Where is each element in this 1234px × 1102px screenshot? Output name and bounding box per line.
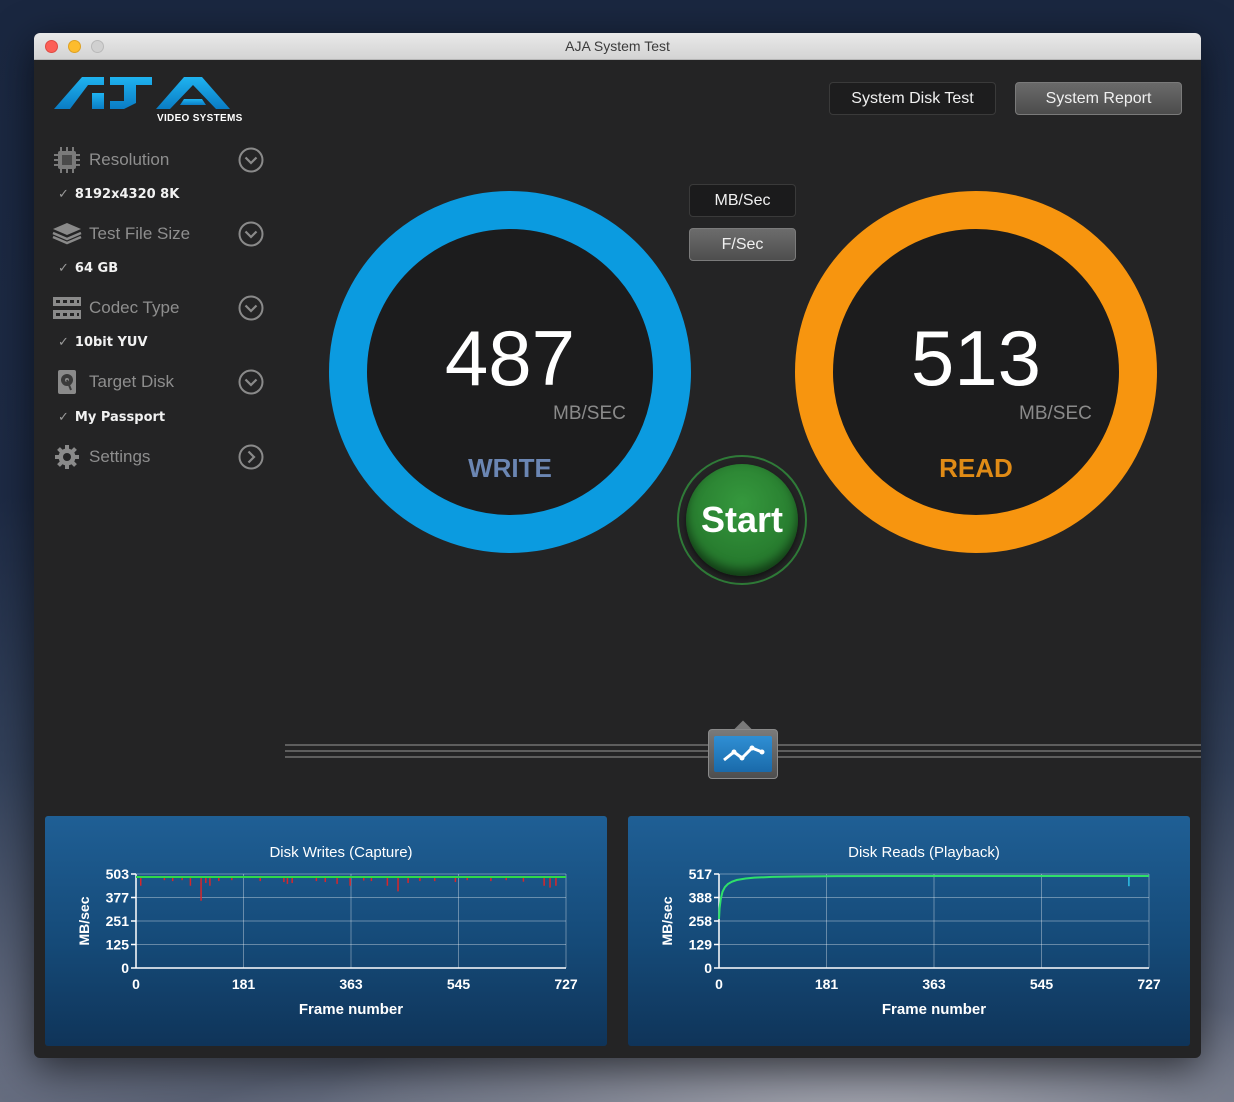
window-title: AJA System Test xyxy=(565,38,670,54)
write-speed-value: 487 xyxy=(444,314,576,402)
checkmark-icon: ✓ xyxy=(58,410,69,425)
write-gauge: 487 MB/SEC WRITE xyxy=(329,191,691,553)
read-gauge: 513 MB/SEC READ xyxy=(795,191,1157,553)
write-label: WRITE xyxy=(468,453,552,483)
write-gauge-ring xyxy=(329,191,691,553)
sidebar-item-label: Settings xyxy=(89,447,151,466)
x-tick-label: 0 xyxy=(715,976,723,992)
sidebar-item-codec-type[interactable]: Codec Type xyxy=(52,293,268,323)
disk-reads-chart-panel: Disk Reads (Playback) 0 181 363 545 727 517 388… xyxy=(628,816,1190,1046)
app-window: AJA System Test VIDEO SYSTEMS System Dis… xyxy=(34,33,1201,1058)
system-disk-test-button[interactable]: System Disk Test xyxy=(829,82,996,115)
zoom-window-button[interactable] xyxy=(91,40,104,53)
target-disk-value: ✓ My Passport xyxy=(58,410,166,425)
read-gauge-ring xyxy=(795,191,1157,553)
close-window-button[interactable] xyxy=(45,40,58,53)
y-tick-label: 251 xyxy=(106,913,130,929)
fsec-toggle-button[interactable]: F/Sec xyxy=(689,228,796,261)
chart-title: Disk Reads (Playback) xyxy=(848,844,1000,861)
sidebar-item-label: Target Disk xyxy=(89,372,175,391)
y-tick-label: 517 xyxy=(689,866,713,882)
chart-title: Disk Writes (Capture) xyxy=(269,844,412,861)
y-tick-label: 258 xyxy=(689,913,713,929)
sidebar-item-target-disk[interactable]: Target Disk xyxy=(52,367,268,397)
x-tick-label: 727 xyxy=(554,976,578,992)
chevron-down-icon[interactable] xyxy=(238,295,264,321)
y-tick-label: 0 xyxy=(121,960,129,976)
sidebar-item-label: Codec Type xyxy=(89,298,180,317)
sidebar-item-settings[interactable]: Settings xyxy=(52,442,268,472)
system-report-button[interactable]: System Report xyxy=(1015,82,1182,115)
chevron-right-icon[interactable] xyxy=(238,444,264,470)
x-tick-label: 181 xyxy=(815,976,839,992)
y-axis-label: MB/sec xyxy=(659,896,675,945)
aja-logo xyxy=(54,77,230,109)
x-tick-label: 545 xyxy=(1030,976,1054,992)
graph-view-icon xyxy=(714,736,772,772)
minimize-window-button[interactable] xyxy=(68,40,81,53)
y-tick-label: 125 xyxy=(106,937,130,953)
layers-icon xyxy=(52,223,82,245)
chevron-down-icon[interactable] xyxy=(238,369,264,395)
read-speed-value: 513 xyxy=(910,314,1042,402)
read-label: READ xyxy=(939,453,1013,483)
y-tick-label: 503 xyxy=(106,866,130,882)
x-tick-label: 727 xyxy=(1137,976,1161,992)
x-tick-label: 181 xyxy=(232,976,256,992)
y-tick-label: 129 xyxy=(689,937,713,953)
sidebar-item-resolution[interactable]: Resolution xyxy=(52,145,268,175)
test-file-size-value: ✓ 64 GB xyxy=(58,261,119,276)
checkmark-icon: ✓ xyxy=(58,261,69,276)
checkmark-icon: ✓ xyxy=(58,187,69,202)
chip-icon xyxy=(54,147,80,173)
disk-writes-chart: Disk Writes (Capture) 0 181 363 545 727 503 377… xyxy=(76,844,578,1018)
write-speed-unit: MB/SEC xyxy=(553,403,626,424)
codec-type-value: ✓ 10bit YUV xyxy=(58,335,148,350)
disk-icon xyxy=(58,370,76,394)
sidebar-item-label: Resolution xyxy=(89,150,170,169)
title-bar[interactable]: AJA System Test xyxy=(34,33,1201,60)
series-line xyxy=(718,875,1149,919)
y-axis-label: MB/sec xyxy=(76,896,92,945)
logo-subtitle: VIDEO SYSTEMS xyxy=(157,113,243,124)
x-axis-label: Frame number xyxy=(299,1001,403,1018)
film-icon xyxy=(53,297,81,319)
resolution-value: ✓ 8192x4320 8K xyxy=(58,187,180,202)
disk-reads-chart: Disk Reads (Playback) 0 181 363 545 727 517 388… xyxy=(659,844,1161,1018)
x-tick-label: 545 xyxy=(447,976,471,992)
x-tick-label: 363 xyxy=(339,976,363,992)
y-tick-label: 388 xyxy=(689,890,713,906)
x-axis-label: Frame number xyxy=(882,1001,986,1018)
gear-icon xyxy=(55,445,79,469)
chevron-down-icon[interactable] xyxy=(238,147,264,173)
sidebar-item-test-file-size[interactable]: Test File Size xyxy=(52,219,268,249)
checkmark-icon: ✓ xyxy=(58,335,69,350)
chevron-down-icon[interactable] xyxy=(238,221,264,247)
graph-toggle-button[interactable] xyxy=(708,729,778,779)
x-tick-label: 363 xyxy=(922,976,946,992)
sidebar-item-label: Test File Size xyxy=(89,224,191,243)
disk-writes-chart-panel: Disk Writes (Capture) 0 181 363 545 727 503 377… xyxy=(45,816,607,1046)
y-tick-label: 0 xyxy=(704,960,712,976)
start-button[interactable]: Start xyxy=(677,455,807,585)
mbsec-toggle-button[interactable]: MB/Sec xyxy=(689,184,796,217)
x-tick-label: 0 xyxy=(132,976,140,992)
y-tick-label: 377 xyxy=(106,890,130,906)
start-button-label: Start xyxy=(686,464,798,576)
read-speed-unit: MB/SEC xyxy=(1019,403,1092,424)
